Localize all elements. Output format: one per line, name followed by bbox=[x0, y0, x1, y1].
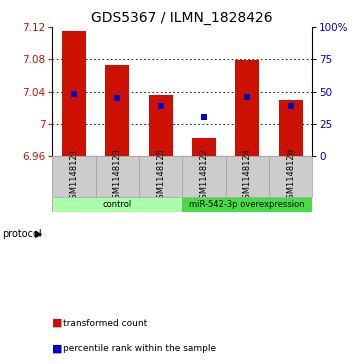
Text: GSM1148124: GSM1148124 bbox=[243, 148, 252, 204]
Text: GSM1148125: GSM1148125 bbox=[156, 148, 165, 204]
Bar bbox=[149, 95, 173, 156]
Text: GSM1148122: GSM1148122 bbox=[200, 148, 208, 204]
Text: GSM1148121: GSM1148121 bbox=[70, 148, 78, 204]
Bar bbox=[52, 197, 182, 212]
Text: miR-542-3p overexpression: miR-542-3p overexpression bbox=[190, 200, 305, 209]
Bar bbox=[105, 65, 129, 156]
Text: transformed count: transformed count bbox=[63, 319, 147, 327]
Text: ■: ■ bbox=[52, 343, 63, 354]
Title: GDS5367 / ILMN_1828426: GDS5367 / ILMN_1828426 bbox=[91, 11, 273, 25]
Text: control: control bbox=[103, 200, 132, 209]
Text: ▶: ▶ bbox=[35, 229, 43, 239]
Bar bbox=[279, 99, 303, 156]
Bar bbox=[62, 31, 86, 156]
Bar bbox=[192, 138, 216, 156]
Text: GSM1148126: GSM1148126 bbox=[286, 148, 295, 204]
Bar bbox=[235, 60, 259, 156]
Text: ■: ■ bbox=[52, 318, 63, 328]
Text: percentile rank within the sample: percentile rank within the sample bbox=[63, 344, 216, 353]
Bar bbox=[182, 197, 312, 212]
Text: protocol: protocol bbox=[2, 229, 42, 239]
Text: GSM1148123: GSM1148123 bbox=[113, 148, 122, 204]
